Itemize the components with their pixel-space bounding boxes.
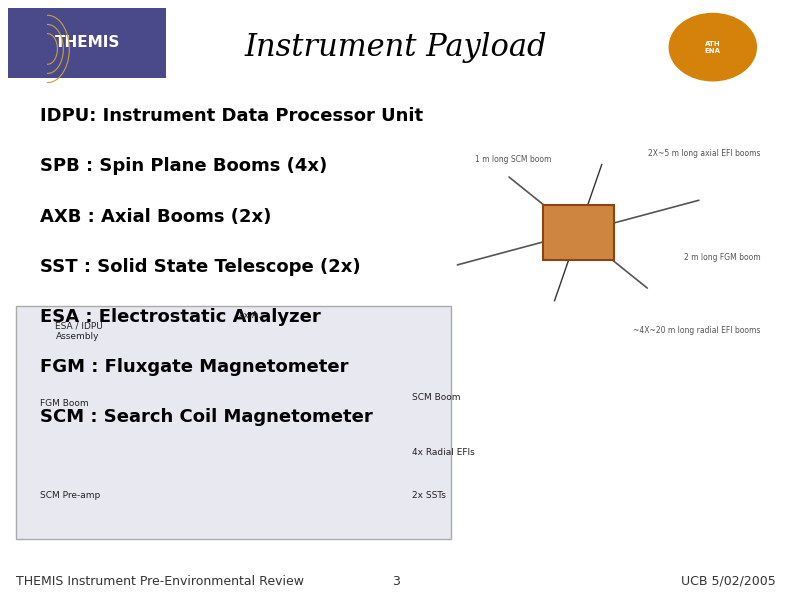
Text: 2 m long FGM boom: 2 m long FGM boom <box>683 253 760 261</box>
Text: SCM : Search Coil Magnetometer: SCM : Search Coil Magnetometer <box>40 408 372 427</box>
Text: IDPU: Instrument Data Processor Unit: IDPU: Instrument Data Processor Unit <box>40 107 423 125</box>
Text: SST : Solid State Telescope (2x): SST : Solid State Telescope (2x) <box>40 258 360 276</box>
Text: SPB : Spin Plane Booms (4x): SPB : Spin Plane Booms (4x) <box>40 157 327 176</box>
FancyBboxPatch shape <box>543 205 614 260</box>
Text: UCB 5/02/2005: UCB 5/02/2005 <box>681 575 776 588</box>
Text: ESA / IDPU
Assembly: ESA / IDPU Assembly <box>55 321 103 341</box>
Text: 2x A...: 2x A... <box>238 311 266 319</box>
Text: ATH
ENA: ATH ENA <box>705 40 721 54</box>
FancyBboxPatch shape <box>16 306 451 539</box>
Text: ~4X~20 m long radial EFI booms: ~4X~20 m long radial EFI booms <box>633 326 760 335</box>
Text: Instrument Payload: Instrument Payload <box>245 32 547 62</box>
Text: 3: 3 <box>392 575 400 588</box>
Text: FGM Boom: FGM Boom <box>40 400 88 408</box>
Text: FGM : Fluxgate Magnetometer: FGM : Fluxgate Magnetometer <box>40 358 348 376</box>
Text: THEMIS: THEMIS <box>55 35 120 50</box>
FancyBboxPatch shape <box>8 8 166 78</box>
Text: THEMIS Instrument Pre-Environmental Review: THEMIS Instrument Pre-Environmental Revi… <box>16 575 304 588</box>
Text: 2x SSTs: 2x SSTs <box>412 491 446 500</box>
Text: 2X~5 m long axial EFI booms: 2X~5 m long axial EFI booms <box>648 149 760 157</box>
Text: AXB : Axial Booms (2x): AXB : Axial Booms (2x) <box>40 207 271 226</box>
Text: SCM Pre-amp: SCM Pre-amp <box>40 491 100 500</box>
Text: 4x Radial EFIs: 4x Radial EFIs <box>412 449 474 457</box>
Text: SCM Boom: SCM Boom <box>412 394 460 402</box>
Circle shape <box>669 13 756 81</box>
Text: 1 m long SCM boom: 1 m long SCM boom <box>475 155 551 163</box>
Text: ESA : Electrostatic Analyzer: ESA : Electrostatic Analyzer <box>40 308 320 326</box>
